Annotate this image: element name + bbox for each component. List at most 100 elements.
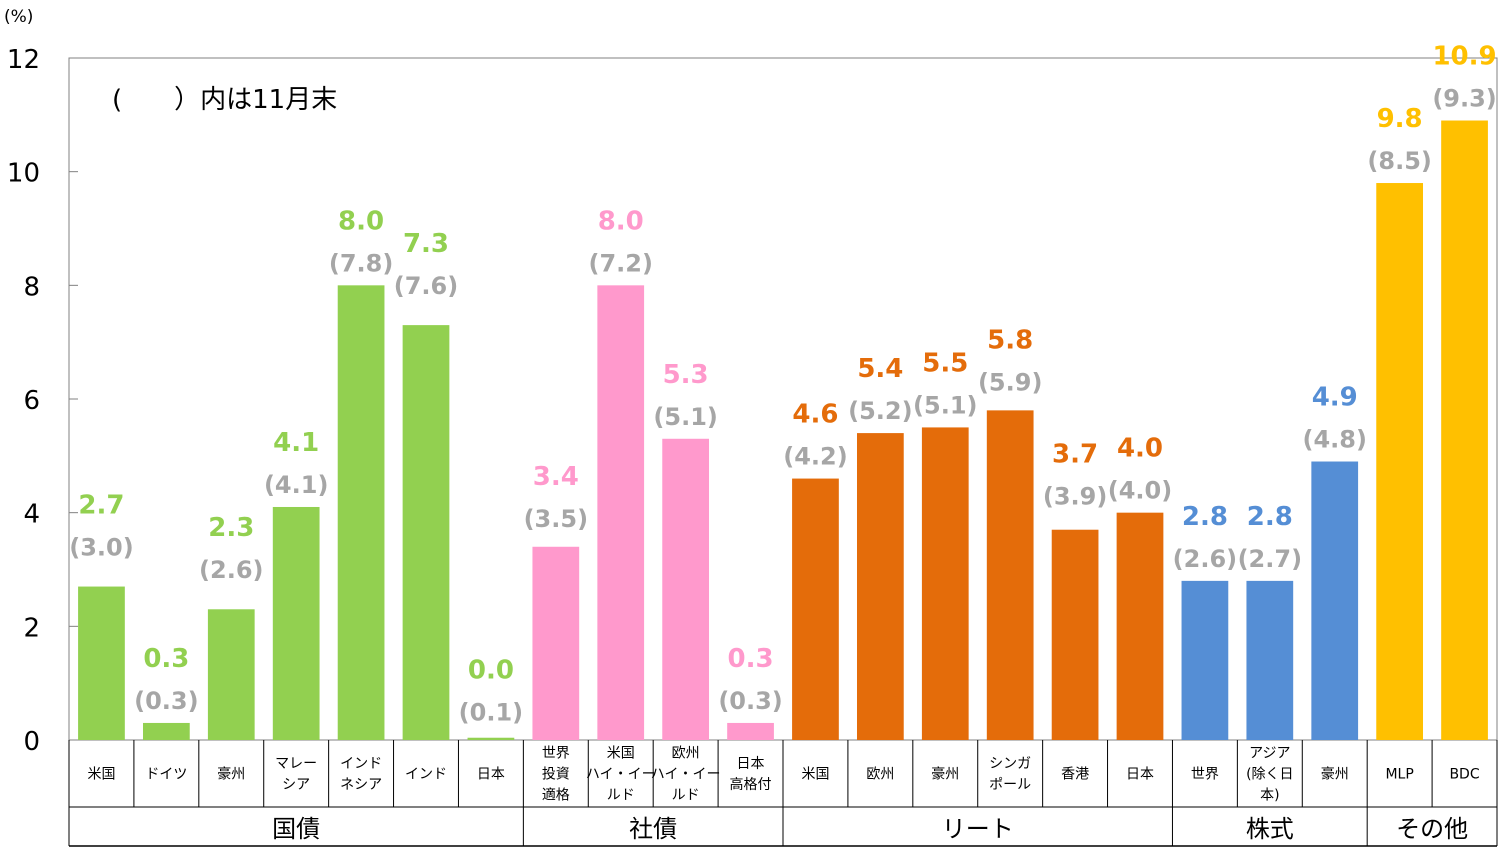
category-label: (除く日 — [1246, 767, 1293, 783]
prev-value-label: (7.2) — [589, 249, 653, 277]
value-label: 10.9 — [1432, 42, 1496, 72]
prev-value-label: (5.2) — [848, 397, 912, 425]
y-tick-label: 10 — [7, 159, 40, 189]
category-label: 日本 — [1126, 767, 1154, 783]
group-label: 国債 — [272, 815, 320, 843]
prev-value-label: (3.9) — [1043, 482, 1107, 510]
value-label: 5.4 — [857, 354, 903, 384]
category-label: 世界 — [542, 746, 570, 762]
prev-value-label: (4.0) — [1108, 477, 1172, 505]
value-label: 4.6 — [792, 400, 838, 430]
category-label: BDC — [1449, 767, 1479, 783]
prev-value-label: (4.1) — [264, 471, 328, 499]
value-label: 5.5 — [922, 348, 968, 378]
bar — [792, 478, 839, 740]
category-label: 米国 — [801, 767, 829, 783]
category-label: ルド — [672, 788, 700, 804]
category-label: 世界 — [1191, 767, 1219, 783]
category-label: ハイ・イー — [651, 767, 721, 783]
bar — [1376, 183, 1424, 741]
bar — [1246, 580, 1294, 740]
value-label: 3.4 — [533, 462, 579, 492]
prev-value-label: (8.5) — [1367, 147, 1431, 175]
value-label: 8.0 — [598, 206, 644, 236]
prev-value-label: (5.9) — [978, 369, 1042, 397]
y-tick-label: 12 — [7, 45, 40, 75]
bar — [986, 410, 1034, 740]
value-label: 8.0 — [338, 206, 384, 236]
value-label: 2.8 — [1247, 502, 1293, 532]
category-label: 本) — [1260, 788, 1279, 804]
y-tick-label: 8 — [23, 272, 40, 302]
bars — [78, 120, 1488, 741]
category-label: 欧州 — [672, 746, 700, 762]
group-label: その他 — [1396, 815, 1468, 843]
prev-value-label: (5.1) — [913, 391, 977, 419]
bar — [1116, 512, 1164, 740]
prev-value-label: (7.8) — [329, 249, 393, 277]
bar — [856, 433, 904, 740]
bar — [532, 546, 580, 740]
value-label: 2.8 — [1182, 502, 1228, 532]
category-label: 投資 — [542, 767, 570, 783]
bar — [337, 285, 385, 740]
prev-value-label: (0.3) — [134, 687, 198, 715]
y-tick-label: 4 — [23, 500, 40, 530]
prev-value-label: (9.3) — [1432, 85, 1496, 113]
category-label: インド — [405, 767, 447, 783]
category-label: インド — [340, 756, 382, 772]
data-labels: (3.0) 2.7 (0.3) 0.3 (2.6) 2.3 (4.1) 4.1 (7.8) 8.0… — [69, 42, 1497, 727]
category-label: ネシア — [340, 777, 382, 793]
prev-value-label: (2.6) — [1173, 545, 1237, 573]
category-label: 高格付 — [730, 776, 772, 793]
category-label: MLP — [1385, 767, 1413, 783]
bar — [467, 737, 515, 740]
group-label: 株式 — [1246, 815, 1294, 843]
category-label: 適格 — [542, 787, 570, 804]
prev-value-label: (4.8) — [1303, 426, 1367, 454]
y-axis-unit-label: (%) — [4, 7, 33, 27]
category-label: 日本 — [477, 767, 505, 783]
prev-value-label: (2.6) — [199, 556, 263, 584]
bar — [402, 325, 450, 740]
value-label: 4.0 — [1117, 434, 1163, 464]
category-label: ポール — [989, 777, 1031, 793]
category-label: マレー — [275, 756, 317, 772]
group-label: リート — [942, 815, 1014, 843]
bar — [1441, 120, 1488, 741]
prev-value-label: (4.2) — [783, 443, 847, 471]
category-label: 日本 — [737, 756, 765, 772]
prev-value-label: (0.3) — [718, 687, 782, 715]
bar — [1051, 529, 1099, 740]
value-label: 5.8 — [987, 326, 1033, 356]
bar — [78, 586, 125, 740]
value-label: 2.7 — [78, 491, 124, 521]
chart-note: ( ）内は11月末 — [112, 85, 337, 115]
category-label: ドイツ — [145, 767, 187, 783]
value-label: 4.9 — [1312, 383, 1358, 413]
y-tick-label: 2 — [23, 613, 40, 643]
prev-value-label: (5.1) — [653, 403, 717, 431]
bar — [597, 285, 645, 740]
y-axis: 0 2 4 6 8 10 12 — [7, 45, 78, 757]
category-label: シア — [282, 777, 310, 793]
value-label: 0.3 — [143, 644, 189, 674]
y-tick-label: 6 — [23, 386, 40, 416]
value-label: 0.0 — [468, 655, 514, 685]
bar — [142, 722, 190, 740]
value-label: 4.1 — [273, 428, 319, 458]
category-label: 米国 — [607, 746, 635, 762]
bar — [727, 722, 774, 740]
bar — [921, 427, 969, 740]
prev-value-label: (3.0) — [69, 534, 133, 562]
value-label: 3.7 — [1052, 439, 1098, 469]
prev-value-label: (0.1) — [459, 698, 523, 726]
category-label: ルド — [607, 788, 635, 804]
bar — [207, 609, 255, 740]
bar — [1311, 461, 1359, 740]
value-label: 7.3 — [403, 229, 449, 259]
category-label: 香港 — [1061, 767, 1089, 783]
prev-value-label: (3.5) — [524, 505, 588, 533]
